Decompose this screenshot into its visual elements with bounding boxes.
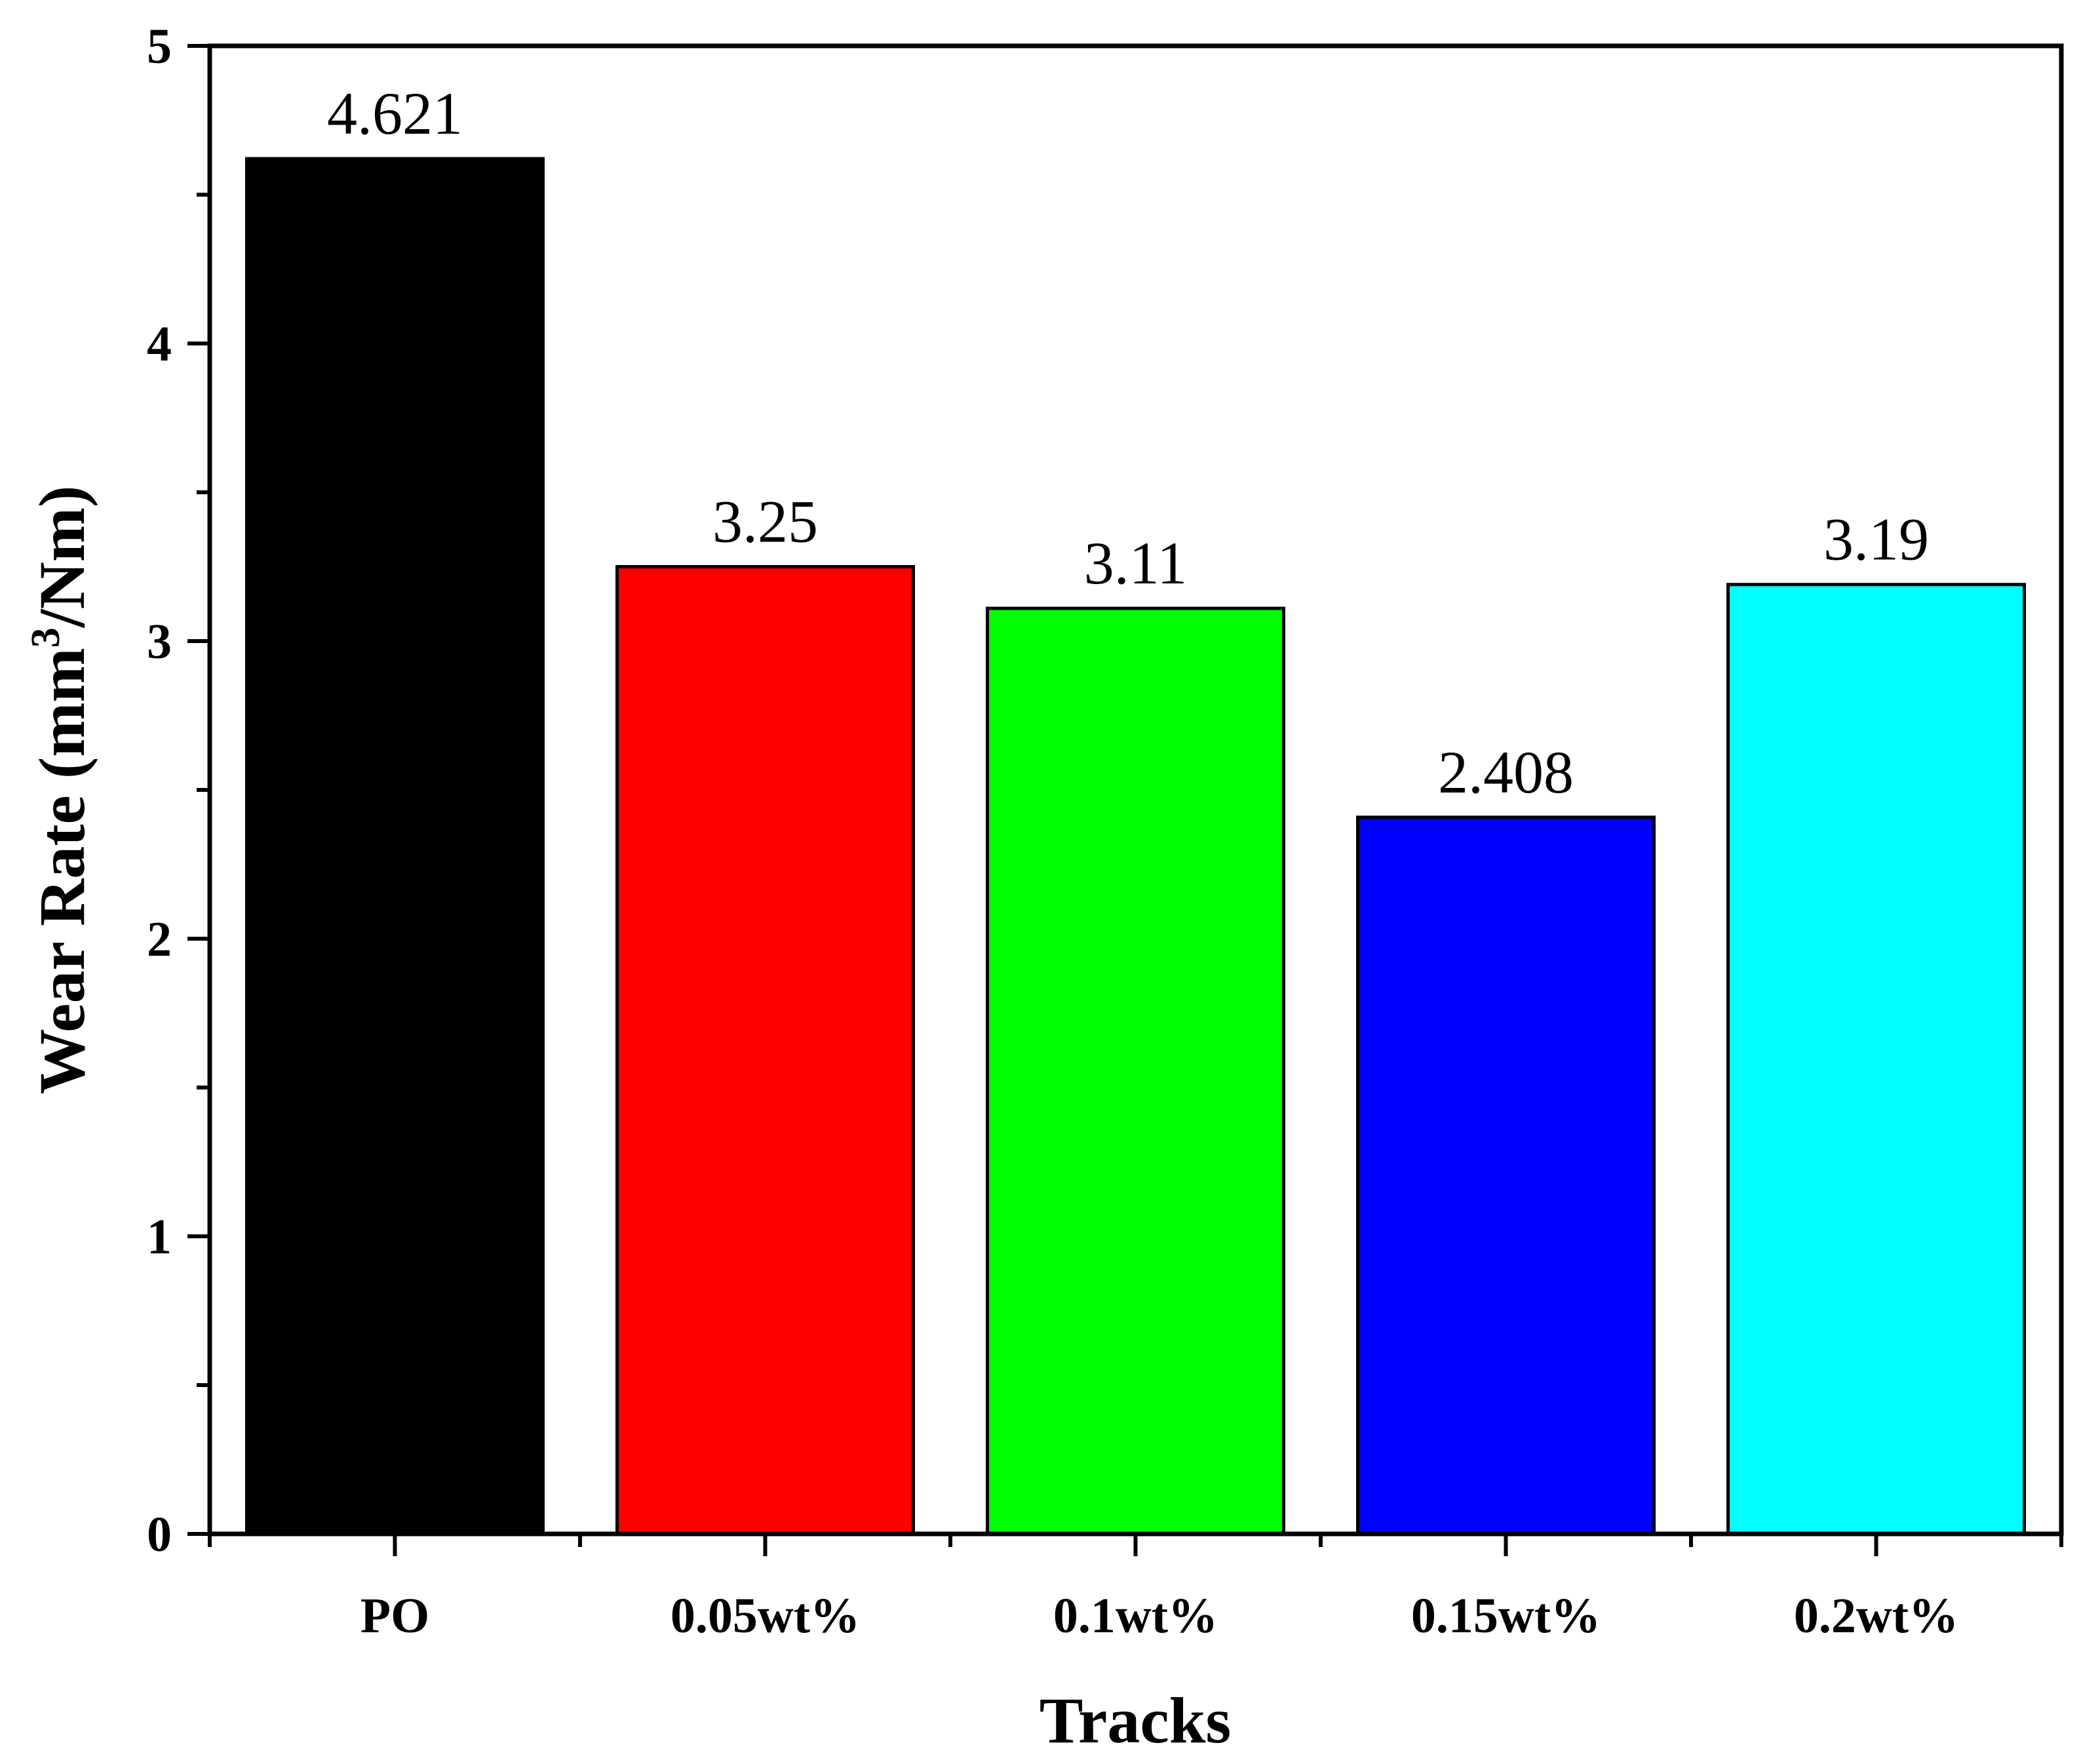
ticks-group [187,44,2063,1556]
x-tick-label-4: 0.2wt% [1794,1588,1958,1643]
data-label-2: 3.11 [1084,530,1188,597]
data-label-3: 2.408 [1438,739,1574,806]
bars-group [245,157,2026,1536]
y-axis-title: Wear Rate (mm3/Nm) [24,486,98,1095]
bar-0 [245,157,545,1536]
x-axis-title: Tracks [1040,1684,1232,1757]
y-axis-title-superscript: 3 [24,627,68,648]
x-tick-label-2: 0.1wt% [1053,1588,1218,1643]
y-tick-label-0: 0 [147,1507,172,1562]
x-tick-label-0: PO [360,1588,430,1643]
bar-3 [1356,815,1656,1536]
y-tick-label-3: 3 [147,614,172,669]
y-tick-label-2: 2 [147,912,172,967]
y-tick-label-4: 4 [147,317,172,372]
data-labels-group: 4.621 3.25 3.11 2.408 3.19 [327,80,1929,806]
bar-2 [986,606,1285,1536]
y-tick-label-5: 5 [147,19,172,74]
y-axis-title-unit: /Nm) [26,486,98,629]
tick-labels-group: PO 0.05wt% 0.1wt% 0.15wt% 0.2wt% 0 1 2 3 4 5 [147,19,1958,1643]
y-tick-label-1: 1 [147,1209,172,1264]
y-axis-title-main: Wear Rate (mm [26,648,98,1094]
bar-4 [1726,583,2026,1536]
data-label-0: 4.621 [327,80,463,147]
x-tick-label-3: 0.15wt% [1411,1588,1601,1643]
x-tick-label-1: 0.05wt% [671,1588,860,1643]
data-label-1: 3.25 [712,488,818,555]
data-label-4: 3.19 [1823,506,1929,573]
bar-1 [615,565,915,1536]
